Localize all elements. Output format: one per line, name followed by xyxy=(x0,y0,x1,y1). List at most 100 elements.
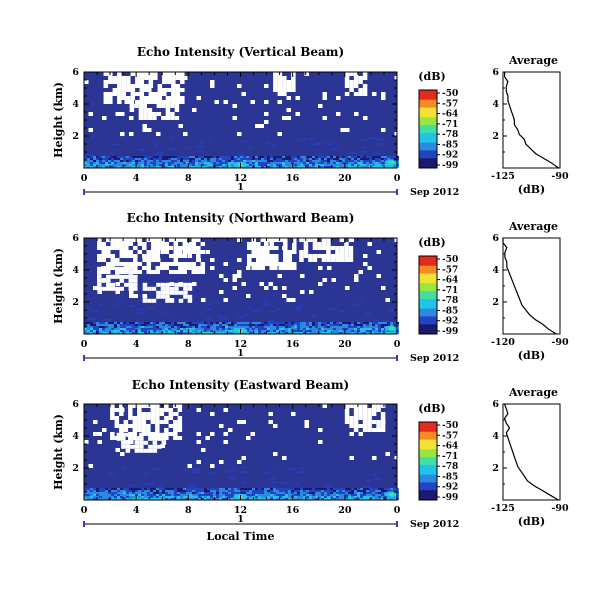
echo-cell xyxy=(219,330,222,332)
echo-cell xyxy=(198,488,201,490)
missing-cell xyxy=(339,254,345,258)
echo-cell xyxy=(291,160,294,162)
colorbar-cell xyxy=(419,140,437,144)
echo-cell xyxy=(129,332,132,334)
echo-cell xyxy=(378,496,381,498)
missing-cell xyxy=(146,428,151,432)
echo-cell xyxy=(225,488,228,490)
echo-cell xyxy=(282,164,285,166)
missing-cell xyxy=(119,262,125,266)
echo-cell xyxy=(204,164,207,166)
echo-cell xyxy=(228,496,231,498)
echo-cell xyxy=(93,164,96,166)
missing-cell xyxy=(358,404,363,408)
echo-cell xyxy=(189,496,192,498)
echo-cell xyxy=(351,494,354,496)
missing-cell xyxy=(303,254,309,258)
echo-cell xyxy=(222,326,225,328)
missing-cell xyxy=(372,92,377,96)
echo-cell xyxy=(252,322,255,324)
echo-cell xyxy=(222,322,225,324)
missing-cell xyxy=(106,274,111,279)
missing-cell xyxy=(144,88,149,92)
echo-cell xyxy=(228,476,237,479)
missing-cell xyxy=(187,298,193,303)
echo-cell xyxy=(195,332,198,334)
echo-cell xyxy=(312,143,321,146)
missing-cell xyxy=(299,258,304,262)
echo-cell xyxy=(381,322,384,324)
missing-cell xyxy=(164,262,170,266)
echo-cell xyxy=(270,488,273,490)
colorbar-cell xyxy=(419,443,437,446)
echo-cell xyxy=(345,490,348,492)
echo-cell xyxy=(192,322,195,324)
echo-cell xyxy=(378,324,381,326)
echo-cell xyxy=(330,492,333,494)
missing-cell xyxy=(196,408,201,412)
echo-cell xyxy=(294,332,297,334)
missing-cell xyxy=(171,84,176,88)
echo-cell xyxy=(258,162,261,164)
echo-cell xyxy=(90,498,93,500)
echo-cell xyxy=(312,160,315,162)
echo-cell xyxy=(162,330,165,332)
missing-cell xyxy=(349,80,354,84)
missing-cell xyxy=(228,428,233,432)
echo-cell xyxy=(201,328,204,330)
echo-cell xyxy=(153,144,159,147)
echo-cell xyxy=(186,156,189,158)
echo-cell xyxy=(147,164,150,166)
echo-cell xyxy=(210,488,213,490)
echo-cell xyxy=(375,488,378,490)
missing-cell xyxy=(137,408,142,412)
missing-cell xyxy=(277,80,283,84)
missing-cell xyxy=(250,100,255,104)
echo-cell xyxy=(132,160,135,162)
echo-cell xyxy=(336,332,339,334)
echo-cell xyxy=(342,490,345,492)
echo-cell xyxy=(216,314,223,317)
missing-cell xyxy=(106,246,111,250)
echo-cell xyxy=(336,164,339,166)
x-tick-label: 20 xyxy=(338,173,352,184)
missing-cell xyxy=(110,286,116,291)
echo-cell xyxy=(300,494,303,496)
echo-cell xyxy=(183,158,186,160)
echo-cell xyxy=(177,490,180,492)
echo-cell xyxy=(240,324,243,326)
missing-cell xyxy=(183,290,188,295)
missing-cell xyxy=(223,432,228,436)
missing-cell xyxy=(147,286,152,291)
echo-cell xyxy=(129,488,132,490)
colorbar-cell xyxy=(419,257,437,261)
echo-cell xyxy=(287,468,296,471)
echo-cell xyxy=(216,164,219,166)
missing-cell xyxy=(117,100,122,104)
missing-cell xyxy=(177,420,183,424)
echo-cell xyxy=(279,164,282,166)
colorbar-cell xyxy=(419,439,437,442)
echo-cell xyxy=(282,488,285,490)
missing-cell xyxy=(358,88,363,92)
echo-cell xyxy=(285,498,288,500)
missing-cell xyxy=(247,258,252,262)
echo-cell xyxy=(210,162,213,164)
missing-cell xyxy=(110,432,115,436)
missing-cell xyxy=(309,290,314,294)
missing-cell xyxy=(128,412,133,416)
echo-cell xyxy=(129,326,132,328)
missing-cell xyxy=(196,258,201,262)
missing-cell xyxy=(125,432,131,437)
echo-cell xyxy=(159,496,162,498)
missing-cell xyxy=(318,266,323,270)
colorbar-cell xyxy=(419,449,437,452)
echo-cell xyxy=(327,494,330,496)
colorbar-cell xyxy=(419,285,437,288)
echo-cell xyxy=(84,156,87,158)
echo-cell xyxy=(315,322,318,324)
echo-cell xyxy=(204,166,207,168)
echo-cell xyxy=(312,166,315,168)
echo-cell xyxy=(123,488,126,490)
echo-cell xyxy=(111,330,114,332)
